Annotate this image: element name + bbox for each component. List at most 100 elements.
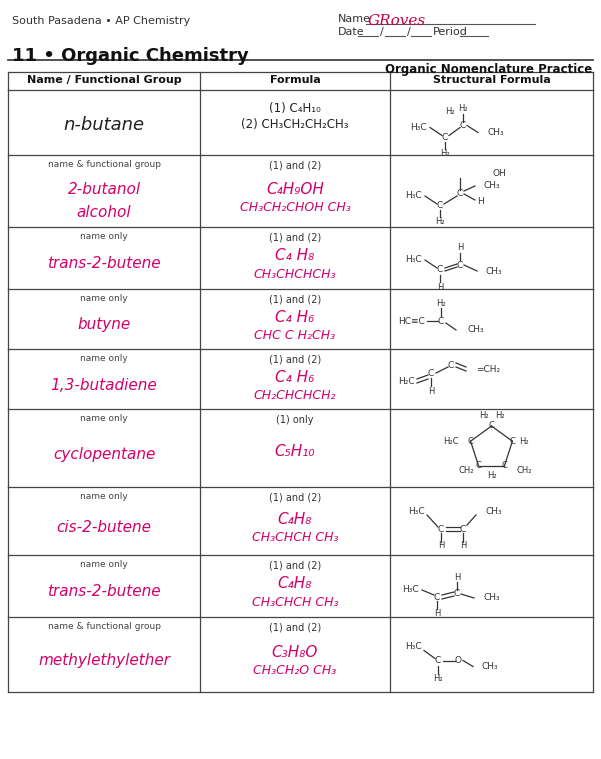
Text: Organic Nomenclature Practice: Organic Nomenclature Practice: [385, 63, 592, 76]
Text: CH₃: CH₃: [486, 266, 502, 276]
Text: CH₃: CH₃: [482, 662, 499, 671]
Text: Name: Name: [338, 14, 371, 24]
Text: /: /: [407, 27, 410, 37]
Text: CH₃CHCH CH₃: CH₃CHCH CH₃: [252, 531, 338, 544]
Text: H₃C: H₃C: [405, 256, 422, 264]
Text: South Pasadena • AP Chemistry: South Pasadena • AP Chemistry: [12, 16, 191, 26]
Text: C: C: [448, 361, 454, 370]
Text: Name / Functional Group: Name / Functional Group: [26, 75, 182, 85]
Text: trans-2-butene: trans-2-butene: [47, 584, 161, 600]
Text: C₄H₉OH: C₄H₉OH: [266, 181, 324, 197]
Text: C: C: [428, 369, 434, 377]
Text: H: H: [460, 541, 466, 550]
Text: CHC C H₂CH₃: CHC C H₂CH₃: [254, 329, 335, 342]
Text: (1) and (2): (1) and (2): [269, 623, 321, 633]
Text: /: /: [380, 27, 384, 37]
Text: C₄ H₆: C₄ H₆: [275, 310, 315, 325]
Text: H₂: H₂: [435, 218, 445, 226]
Text: C: C: [468, 436, 474, 446]
Text: butyne: butyne: [78, 317, 130, 332]
Text: (1) C₄H₁₀: (1) C₄H₁₀: [269, 102, 321, 115]
Text: H₂: H₂: [520, 436, 529, 446]
Text: H₂: H₂: [487, 471, 496, 480]
Text: (1) and (2): (1) and (2): [269, 561, 321, 571]
Text: name only: name only: [80, 414, 128, 423]
Text: H₃C: H₃C: [405, 642, 422, 651]
Text: C: C: [457, 190, 463, 199]
Text: name & functional group: name & functional group: [47, 160, 160, 169]
Text: GRoves: GRoves: [368, 14, 426, 28]
Text: Formula: Formula: [270, 75, 320, 85]
Text: C: C: [437, 201, 443, 210]
Text: H₂C: H₂C: [398, 376, 415, 386]
Text: 2-butanol: 2-butanol: [67, 181, 141, 197]
Text: name & functional group: name & functional group: [47, 622, 160, 631]
Text: CH₃: CH₃: [485, 506, 502, 515]
Text: CH₃CH₂CHOH CH₃: CH₃CH₂CHOH CH₃: [240, 201, 350, 214]
Text: CH₃: CH₃: [488, 128, 505, 137]
Text: C₃H₈O: C₃H₈O: [272, 645, 318, 660]
Text: CH₃: CH₃: [467, 326, 484, 335]
Text: (2) CH₃CH₂CH₂CH₃: (2) CH₃CH₂CH₂CH₃: [241, 118, 349, 131]
Text: C: C: [510, 436, 516, 446]
Text: name only: name only: [80, 354, 128, 363]
Text: C: C: [489, 421, 495, 430]
Text: C: C: [434, 593, 440, 601]
Text: H: H: [437, 282, 443, 291]
Text: C: C: [454, 590, 460, 599]
Text: (1) only: (1) only: [276, 415, 314, 425]
Text: cyclopentane: cyclopentane: [53, 446, 155, 461]
Text: C₄H₈: C₄H₈: [278, 512, 312, 527]
Text: (1) and (2): (1) and (2): [269, 233, 321, 243]
Text: H₃C: H₃C: [402, 585, 419, 594]
Text: H₂: H₂: [436, 298, 446, 307]
Text: n-butane: n-butane: [64, 116, 145, 134]
Text: CH₃CHCHCH₃: CH₃CHCHCH₃: [254, 268, 336, 281]
Text: HC≡C: HC≡C: [398, 317, 425, 326]
Text: OH: OH: [493, 169, 507, 178]
Text: 1,3-butadiene: 1,3-butadiene: [50, 377, 157, 392]
Text: H: H: [477, 197, 484, 206]
Text: CH₃CHCH CH₃: CH₃CHCH CH₃: [252, 596, 338, 609]
Text: C₅H₁₀: C₅H₁₀: [275, 445, 316, 459]
Text: C: C: [435, 656, 441, 665]
Text: Structural Formula: Structural Formula: [433, 75, 551, 85]
Text: name only: name only: [80, 560, 128, 569]
Text: (1) and (2): (1) and (2): [269, 493, 321, 503]
Text: CH₃: CH₃: [484, 594, 501, 603]
Text: H: H: [457, 244, 463, 253]
Text: C: C: [438, 317, 444, 326]
Text: C₄ H₆: C₄ H₆: [275, 370, 315, 385]
Text: H: H: [454, 572, 460, 581]
Text: C: C: [438, 524, 444, 534]
Text: alcohol: alcohol: [77, 205, 131, 220]
Text: C: C: [460, 524, 466, 534]
Text: C: C: [457, 260, 463, 269]
Text: 11 • Organic Chemistry: 11 • Organic Chemistry: [12, 47, 249, 65]
Text: CH₃CH₂O CH₃: CH₃CH₂O CH₃: [254, 664, 337, 678]
Text: H₂C: H₂C: [443, 436, 459, 446]
Text: C₄H₈: C₄H₈: [278, 577, 312, 591]
Text: (1) and (2): (1) and (2): [269, 295, 321, 305]
Text: trans-2-butene: trans-2-butene: [47, 257, 161, 272]
Text: CH₂: CH₂: [516, 466, 532, 475]
Text: H₃C: H₃C: [405, 191, 422, 200]
Text: (1) and (2): (1) and (2): [269, 161, 321, 171]
Text: C: C: [442, 133, 448, 142]
Text: Date: Date: [338, 27, 365, 37]
Text: C: C: [475, 461, 481, 471]
Text: name only: name only: [80, 294, 128, 303]
Text: methylethylether: methylethylether: [38, 653, 170, 668]
Text: name only: name only: [80, 492, 128, 501]
Text: C: C: [460, 121, 466, 130]
Text: H₃C: H₃C: [408, 506, 425, 515]
Text: H₂: H₂: [445, 107, 455, 116]
Text: H₂: H₂: [458, 104, 468, 113]
Text: H: H: [434, 609, 440, 618]
Text: cis-2-butene: cis-2-butene: [56, 519, 151, 534]
Text: CH₂CHCHCH₂: CH₂CHCHCH₂: [254, 389, 336, 402]
Text: H₂: H₂: [433, 674, 443, 683]
Text: H: H: [428, 386, 434, 395]
Text: (1) and (2): (1) and (2): [269, 355, 321, 365]
Text: Period: Period: [433, 27, 468, 37]
